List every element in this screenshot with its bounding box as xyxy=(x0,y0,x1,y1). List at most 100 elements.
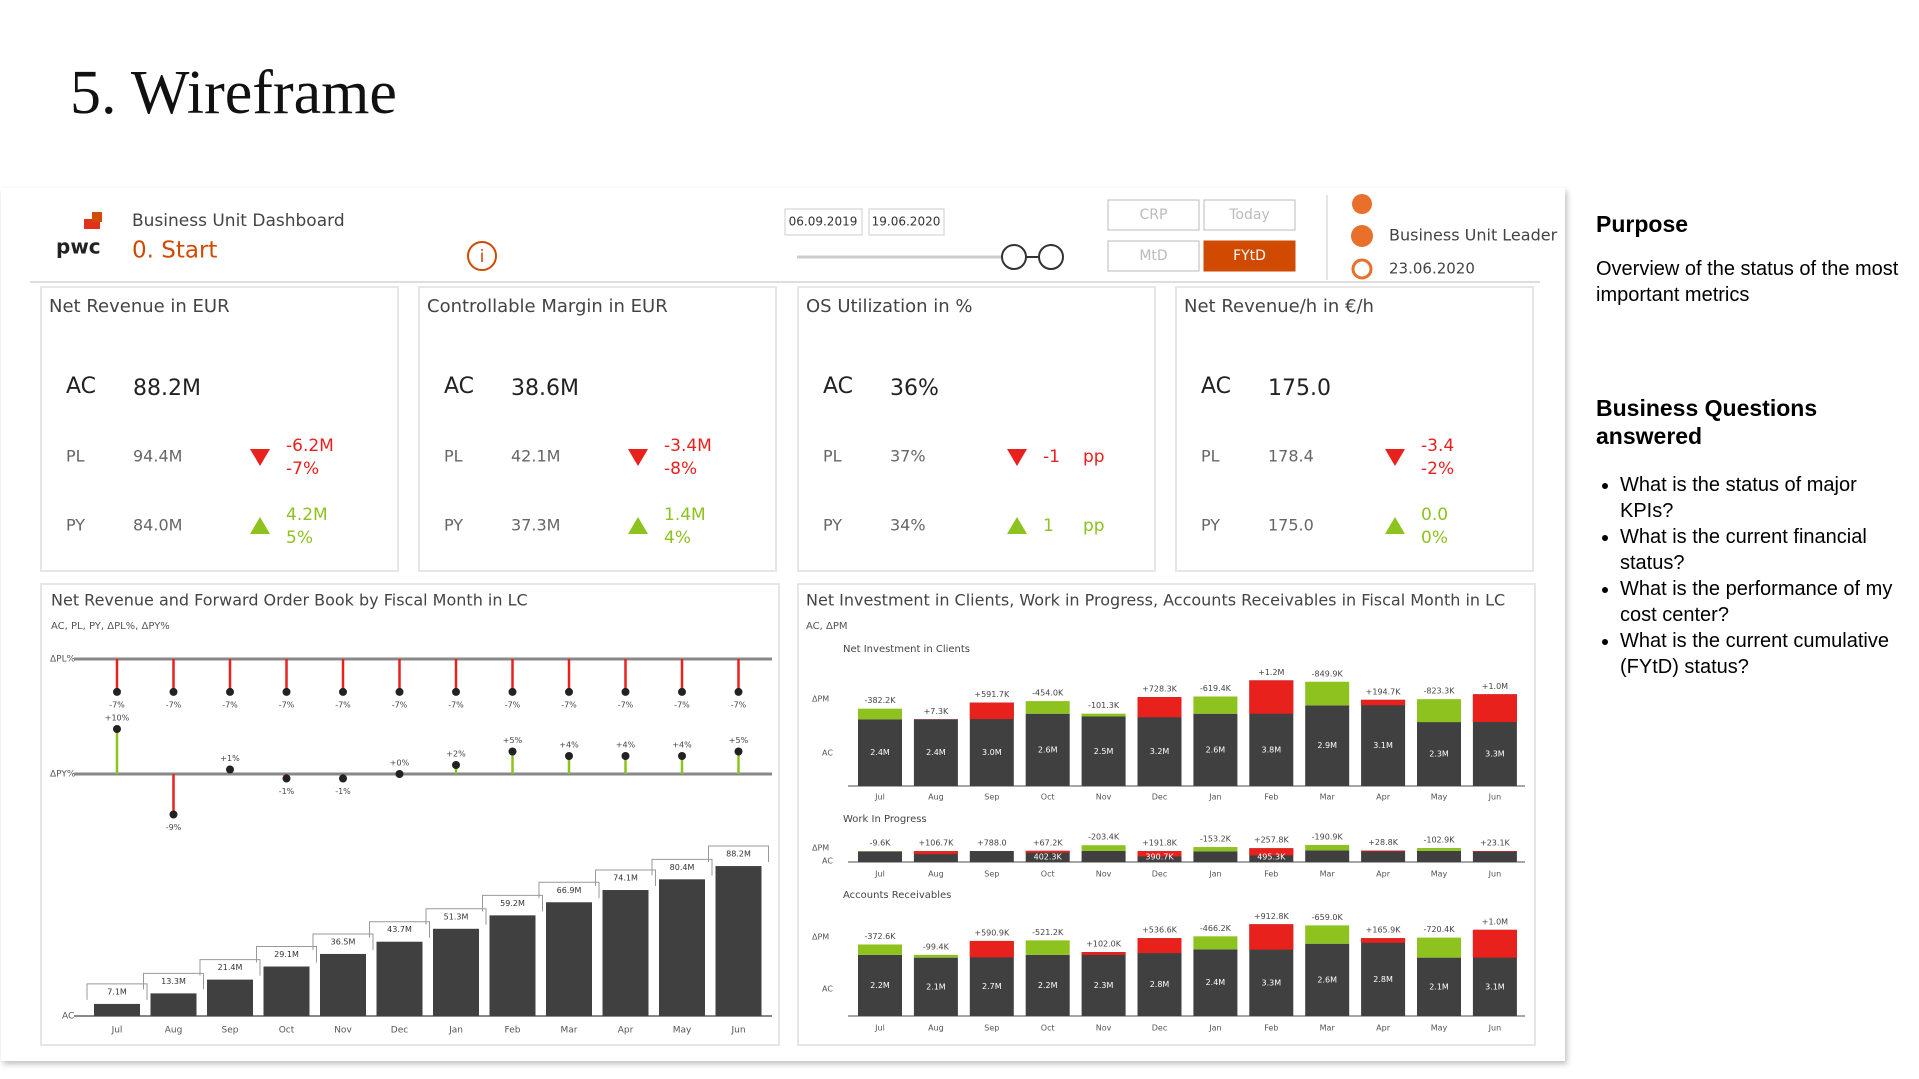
delta-label: +191.8K xyxy=(1142,839,1178,848)
row-label: ΔPM xyxy=(812,933,829,942)
x-tick-label: May xyxy=(1431,870,1448,879)
period-button[interactable] xyxy=(1107,199,1200,231)
pin-head xyxy=(339,774,347,783)
bar xyxy=(1305,943,1350,1016)
bar-label: 2.6M xyxy=(1317,975,1337,984)
info-icon[interactable] xyxy=(467,241,497,271)
bar-label: 43.7M xyxy=(387,925,412,934)
period-button-label: MtD xyxy=(1139,248,1167,264)
kpi-value: 84.0M xyxy=(133,516,182,535)
date-to: 19.06.2020 xyxy=(872,215,941,229)
bar-label: 66.9M xyxy=(557,886,582,895)
bar xyxy=(858,851,902,862)
delta-label: -153.2K xyxy=(1200,835,1232,844)
pin-head xyxy=(282,774,291,783)
x-tick-label: Feb xyxy=(505,1026,521,1036)
kpi-value: 88.2M xyxy=(133,376,201,401)
trend-triangle xyxy=(1007,517,1027,534)
delta-label: -720.4K xyxy=(1423,925,1455,934)
bar-label: 36.5M xyxy=(331,937,356,946)
bar-label: 2.9M xyxy=(1317,741,1337,750)
period-button[interactable] xyxy=(1203,240,1296,272)
kpi-label: PL xyxy=(1201,447,1220,466)
pin-label: -7% xyxy=(109,700,125,709)
kpi-label: AC xyxy=(444,374,474,399)
date-icon xyxy=(1351,258,1373,280)
kpi-delta: 1.4M xyxy=(664,505,706,525)
date-to-box[interactable] xyxy=(868,208,945,236)
bar xyxy=(1305,850,1350,862)
pin-label: -7% xyxy=(448,700,464,709)
kpi-card xyxy=(418,286,777,572)
slider-handle[interactable] xyxy=(1038,244,1064,270)
x-tick-label: Jul xyxy=(111,1026,123,1036)
kpi-label: PY xyxy=(444,516,463,535)
logo: pwc xyxy=(56,235,101,259)
delta-label: -619.4K xyxy=(1200,684,1232,693)
pin-head xyxy=(339,687,347,696)
trend-triangle xyxy=(628,449,648,466)
delta-label: +194.7K xyxy=(1366,687,1402,696)
bar xyxy=(1472,851,1517,862)
order-book-bracket xyxy=(199,959,261,976)
kpi-card xyxy=(1175,286,1534,572)
delta-bar xyxy=(858,944,902,955)
kpi-label: PY xyxy=(66,516,85,535)
pin-label: -7% xyxy=(392,700,408,709)
x-tick-label: Nov xyxy=(1096,793,1112,802)
pin-head xyxy=(565,687,573,696)
x-tick-label: May xyxy=(1431,1024,1448,1033)
pin-head xyxy=(508,687,517,696)
kpi-label: PL xyxy=(444,447,463,466)
sidebar: Purpose Overview of the status of the mo… xyxy=(1596,210,1906,680)
bar xyxy=(1025,713,1070,786)
kpi-value: 37% xyxy=(890,447,926,466)
x-tick-label: Nov xyxy=(1096,1024,1112,1033)
period-button[interactable] xyxy=(1203,199,1296,231)
bar xyxy=(376,941,423,1016)
pin-label: +0% xyxy=(390,759,410,768)
bar xyxy=(969,851,1014,862)
bar xyxy=(94,1003,140,1016)
pin-label: -7% xyxy=(279,700,295,709)
pin-label: +1% xyxy=(220,754,240,763)
bar-label: 2.3M xyxy=(1094,981,1114,990)
bar xyxy=(858,954,902,1016)
period-button[interactable] xyxy=(1107,240,1200,272)
dashboard-title: Business Unit Dashboard xyxy=(132,211,345,231)
bar-label: 74.1M xyxy=(613,874,638,883)
chart-title: Net Revenue and Forward Order Book by Fi… xyxy=(51,591,528,610)
pin-label: -7% xyxy=(222,700,238,709)
kpi-value: 175.0 xyxy=(1268,516,1314,535)
kpi-card xyxy=(40,286,399,572)
bar xyxy=(1417,722,1461,786)
pin-label: +5% xyxy=(729,736,749,745)
delta-label: +257.8K xyxy=(1254,836,1290,845)
kpi-label: PY xyxy=(823,516,842,535)
question: What is the status of major KPIs? xyxy=(1620,472,1906,524)
kpi-delta: 0.0 xyxy=(1421,505,1448,525)
bar xyxy=(150,993,197,1016)
slider-handle[interactable] xyxy=(1001,244,1027,270)
kpi-delta: 0% xyxy=(1421,528,1448,548)
pin-label: -7% xyxy=(335,700,351,709)
kpi-delta: -7% xyxy=(286,459,319,479)
delta-bar xyxy=(1025,701,1070,714)
kpi-title: Net Revenue in EUR xyxy=(49,296,230,317)
x-tick-label: Dec xyxy=(391,1026,408,1036)
x-tick-label: Jun xyxy=(1488,870,1502,879)
delta-bar xyxy=(1472,929,1517,958)
date-from-box[interactable] xyxy=(784,208,863,236)
x-tick-label: Apr xyxy=(1376,870,1391,879)
x-tick-label: Jan xyxy=(1208,793,1221,802)
logo-block xyxy=(84,219,100,229)
kpi-value: 34% xyxy=(890,516,926,535)
delta-label: +165.9K xyxy=(1366,926,1402,935)
bar-label: 390.7K xyxy=(1145,853,1174,862)
bar-label: 2.5M xyxy=(1094,747,1114,756)
delta-label: -203.4K xyxy=(1088,833,1120,842)
trend-triangle xyxy=(1385,449,1405,466)
